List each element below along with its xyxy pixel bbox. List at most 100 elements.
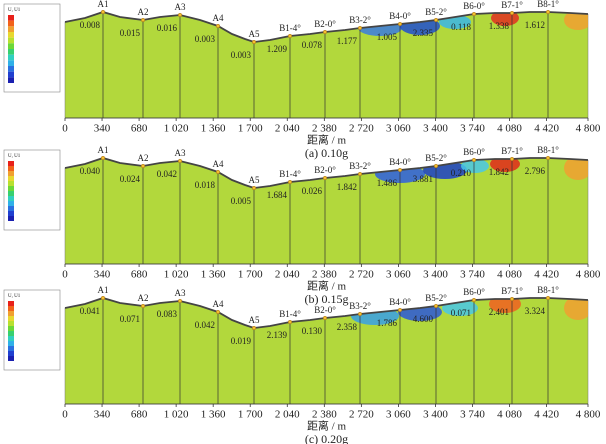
- point-label: A1: [98, 0, 109, 9]
- point-value: 1.612: [525, 20, 545, 30]
- legend-swatch: [8, 77, 14, 83]
- monitor-point: [397, 167, 403, 173]
- point-value: 0.016: [157, 23, 178, 33]
- x-tick-label: 2 720: [349, 123, 374, 135]
- monitor-point: [433, 163, 439, 169]
- monitor-point: [433, 17, 439, 23]
- x-tick-label: 0: [62, 269, 68, 281]
- point-label: B4-0°: [389, 297, 411, 307]
- monitor-point: [177, 12, 183, 18]
- x-tick-label: 340: [94, 269, 111, 281]
- monitor-point: [215, 309, 221, 315]
- x-tick-label: 2 380: [312, 409, 337, 421]
- legend-swatch: [8, 216, 14, 221]
- x-tick-label: 3 400: [423, 409, 448, 421]
- point-value: 0.042: [195, 320, 215, 330]
- point-label: B8-1°: [537, 0, 559, 9]
- point-value: 3.881: [413, 174, 433, 184]
- monitor-point: [322, 29, 328, 35]
- contours: [375, 158, 588, 183]
- point-label: A2: [138, 7, 149, 17]
- monitor-point: [433, 303, 439, 309]
- x-tick-label: 1 700: [238, 269, 263, 281]
- monitor-point: [287, 179, 293, 185]
- legend-swatch: [8, 331, 14, 336]
- point-label: A2: [138, 153, 149, 163]
- point-value: 0.024: [120, 174, 141, 184]
- legend-swatch: [8, 316, 14, 321]
- monitor-point: [545, 295, 551, 301]
- x-tick-label: 3 400: [423, 123, 448, 135]
- monitor-point: [251, 185, 257, 191]
- point-label: A2: [138, 293, 149, 303]
- point-value: 2.139: [267, 330, 288, 340]
- ground-surface: [64, 11, 589, 43]
- point-label: B3-2°: [349, 161, 371, 171]
- monitor-point: [471, 11, 477, 17]
- x-tick-label: 3 060: [386, 123, 411, 135]
- x-tick-label: 2 380: [312, 123, 337, 135]
- contour-patch: [564, 298, 588, 320]
- legend-swatch: [8, 54, 14, 61]
- point-label: B7-1°: [501, 146, 523, 156]
- legend-swatch: [8, 71, 14, 78]
- point-label: B4-0°: [389, 157, 411, 167]
- x-tick-label: 2 040: [275, 409, 300, 421]
- point-label: B8-1°: [537, 285, 559, 295]
- point-value: 1.842: [489, 167, 509, 177]
- caption: (b) 0.15g: [305, 292, 349, 306]
- legend-swatch: [8, 60, 14, 66]
- x-tick-label: 4 800: [576, 123, 601, 135]
- legend-swatch: [8, 321, 14, 326]
- point-value: 0.078: [302, 40, 323, 50]
- point-label: A3: [175, 2, 186, 12]
- x-tick-label: 2 380: [312, 269, 337, 281]
- point-value: 0.130: [302, 326, 323, 336]
- x-tick-label: 4 080: [497, 123, 522, 135]
- point-label: B6-0°: [463, 1, 485, 11]
- monitor-point: [177, 298, 183, 304]
- point-value: 0.005: [231, 196, 252, 206]
- x-tick-label: 4 420: [534, 269, 559, 281]
- point-label: A5: [249, 29, 260, 39]
- legend-swatch: [8, 32, 14, 38]
- monitor-point: [251, 325, 257, 331]
- monitor-point: [471, 157, 477, 163]
- point-value: 2.796: [525, 166, 546, 176]
- x-tick-label: 1 360: [201, 409, 226, 421]
- x-axis-label: 距离 / m: [307, 419, 347, 433]
- point-label: B2-0°: [314, 165, 336, 175]
- x-tick-label: 2 720: [349, 269, 374, 281]
- x-tick-label: 2 040: [275, 123, 300, 135]
- point-label: B1-4°: [279, 169, 301, 179]
- point-label: B3-2°: [349, 15, 371, 25]
- point-label: B8-1°: [537, 145, 559, 155]
- x-tick-label: 1 700: [238, 409, 263, 421]
- x-tick-label: 1 020: [164, 269, 189, 281]
- monitor-point: [471, 297, 477, 303]
- monitor-point: [545, 9, 551, 15]
- legend-title: U, U1: [8, 294, 21, 299]
- x-tick-label: 4 800: [576, 409, 601, 421]
- x-tick-label: 4 420: [534, 409, 559, 421]
- legend-swatch: [8, 211, 14, 216]
- point-label: A3: [175, 148, 186, 158]
- monitor-point: [545, 155, 551, 161]
- monitor-point: [251, 39, 257, 45]
- caption: (a) 0.10g: [305, 146, 348, 160]
- x-tick-label: 0: [62, 409, 68, 421]
- point-label: A5: [249, 175, 260, 185]
- legend-swatch: [8, 301, 14, 306]
- monitor-point: [177, 158, 183, 164]
- monitor-point: [140, 303, 146, 309]
- point-label: B1-4°: [279, 23, 301, 33]
- point-label: A1: [98, 145, 109, 155]
- panel: U, U1 A1 0.040 A2 0.024 A3 0.042 A4 0.018 A5 0.005…: [3, 145, 601, 306]
- legend-swatch: [8, 26, 14, 32]
- point-value: 2.335: [413, 28, 434, 38]
- x-tick-label: 2 040: [275, 269, 300, 281]
- x-tick-label: 2 720: [349, 409, 374, 421]
- point-value: 0.026: [302, 186, 323, 196]
- point-value: 1.338: [489, 21, 510, 31]
- monitor-point: [509, 10, 515, 16]
